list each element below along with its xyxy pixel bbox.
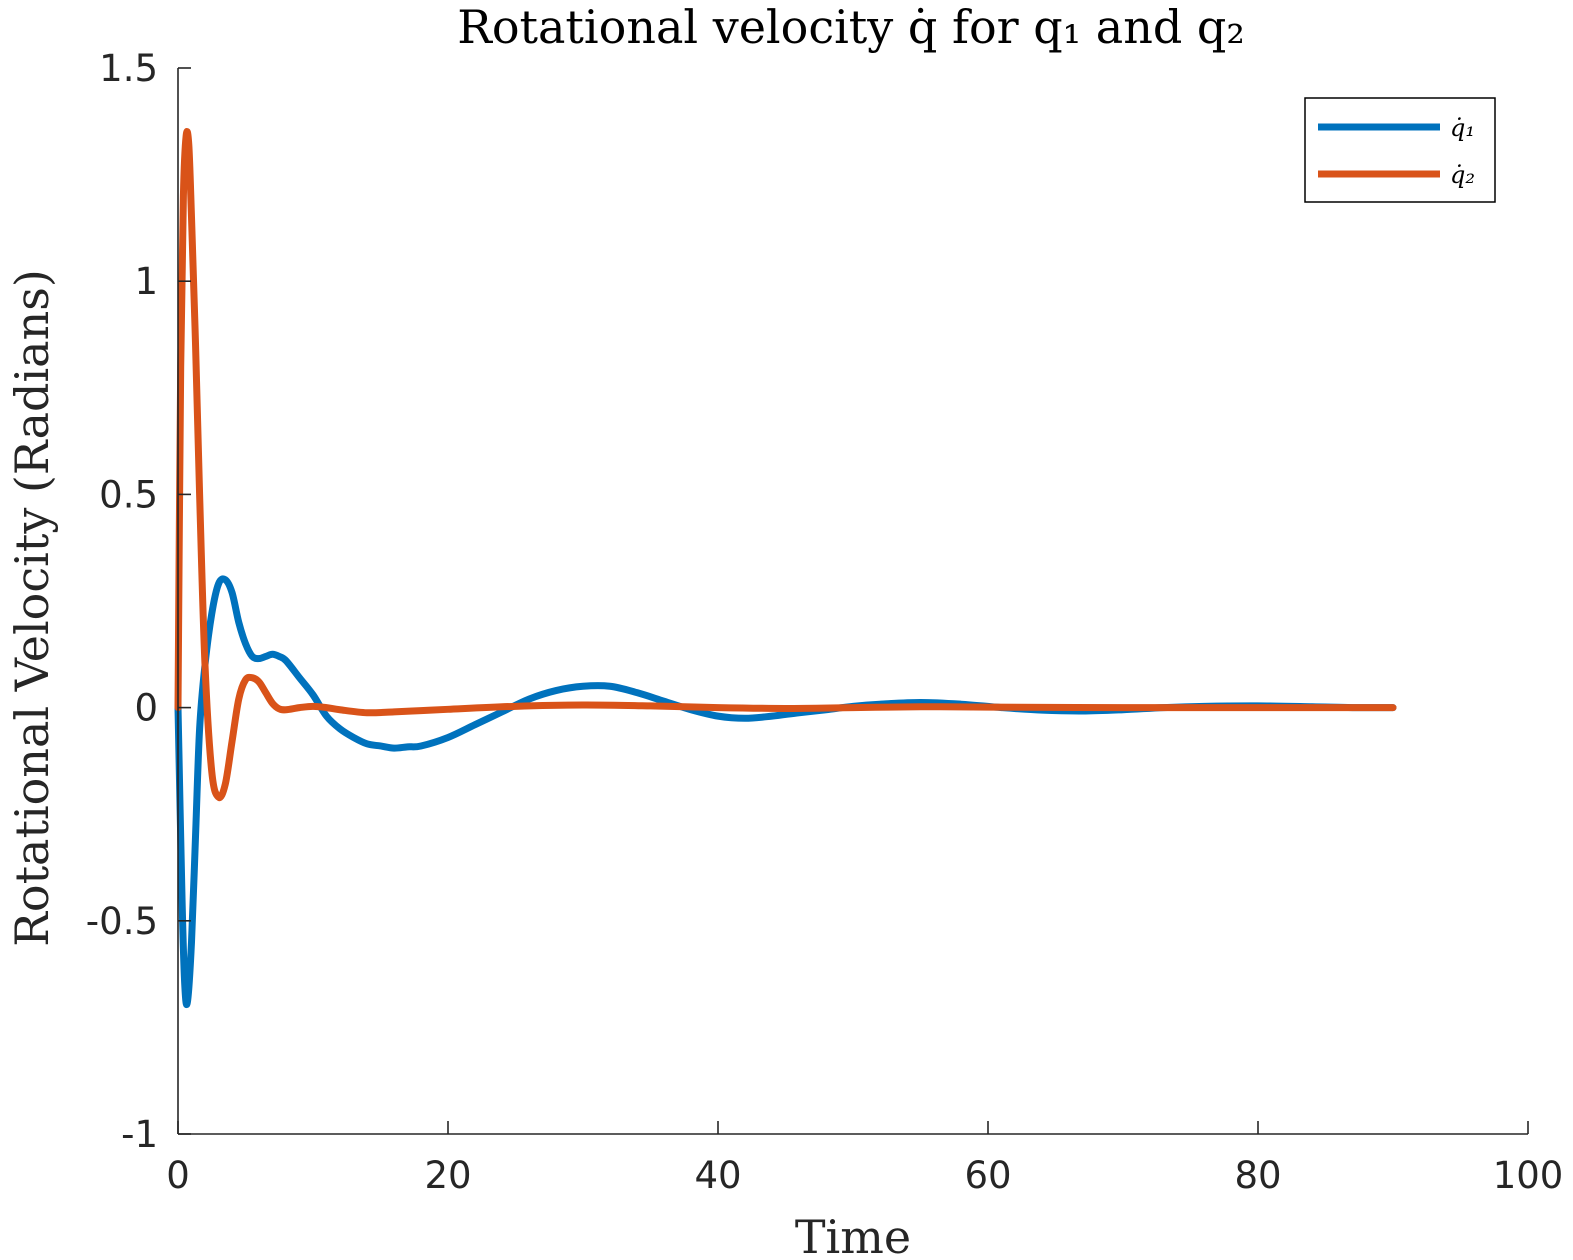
series-line-q1dot xyxy=(174,575,1397,1009)
x-ticks: 0 20 40 60 80 100 xyxy=(166,1121,1563,1197)
y-tick-label: -0.5 xyxy=(86,900,158,943)
chart-title: Rotational velocity q̇ for q₁ and q₂ xyxy=(457,0,1245,54)
x-tick-label: 40 xyxy=(694,1154,741,1197)
y-tick-label: 1.5 xyxy=(99,47,158,90)
x-tick-label: 100 xyxy=(1493,1154,1564,1197)
legend-box xyxy=(1304,97,1496,203)
series-line-q2dot xyxy=(174,128,1397,802)
x-tick-label: 80 xyxy=(1234,1154,1281,1197)
legend-label-q1dot: q̇₁ xyxy=(1450,114,1475,142)
x-tick-label: 20 xyxy=(424,1154,471,1197)
y-tick-label: -1 xyxy=(121,1113,158,1156)
axes-layer xyxy=(177,68,1528,1135)
x-tick-label: 60 xyxy=(964,1154,1011,1197)
series-layer xyxy=(174,128,1397,1009)
y-axis-title: Rotational Velocity (Radians) xyxy=(5,269,59,947)
y-tick-label: 1 xyxy=(134,260,158,303)
y-tick-label: 0 xyxy=(134,687,158,730)
legend: q̇₁ q̇₂ xyxy=(1304,97,1496,203)
y-tick-label: 0.5 xyxy=(99,473,158,516)
y-ticks: -1 -0.5 0 0.5 1 1.5 xyxy=(86,47,191,1156)
legend-label-q2dot: q̇₂ xyxy=(1450,161,1475,189)
x-tick-label: 0 xyxy=(166,1154,190,1197)
x-axis-title: Time xyxy=(795,1210,911,1260)
